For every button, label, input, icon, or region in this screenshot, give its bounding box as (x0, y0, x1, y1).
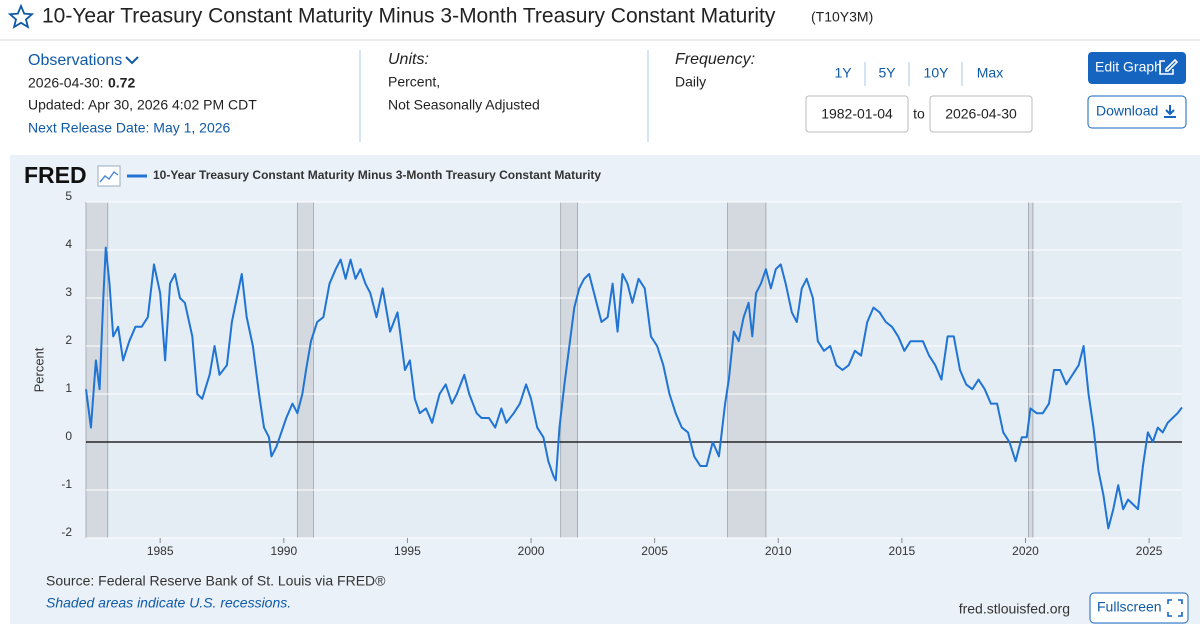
plot: 5 4 3 2 1 0 -1 -2 1985 1990 1995 2000 2005 2010 2015 20… (61, 189, 1183, 558)
fred-logo: FRED (24, 162, 87, 188)
x-tick-label: 1995 (394, 544, 421, 558)
x-tick-label: 1990 (270, 544, 297, 558)
range-button[interactable]: 10Y (924, 65, 950, 81)
x-tick-label: 2005 (641, 544, 668, 558)
range-button[interactable]: 5Y (878, 65, 896, 81)
y-tick-label: -2 (61, 525, 72, 539)
y-tick-label: 1 (65, 381, 72, 395)
x-tick-label: 2015 (889, 544, 916, 558)
x-tick-label: 2020 (1012, 544, 1039, 558)
next-release-link[interactable]: Next Release Date: May 1, 2026 (28, 120, 231, 136)
edit-graph-label: Edit Graph (1095, 59, 1162, 75)
y-axis-label: Percent (31, 347, 46, 392)
y-tick-label: -1 (61, 477, 72, 491)
y-tick-label: 5 (65, 189, 72, 203)
frequency-value: Daily (675, 74, 706, 90)
observations-toggle[interactable]: Observations (28, 52, 122, 69)
data-line (85, 246, 1183, 530)
recession-shade (560, 201, 578, 539)
x-tick-label: 2000 (518, 544, 545, 558)
range-button[interactable]: Max (977, 65, 1003, 81)
x-tick-label: 2025 (1136, 544, 1163, 558)
updated-text: Updated: Apr 30, 2026 4:02 PM CDT (28, 97, 257, 113)
fullscreen-button[interactable] (1089, 592, 1189, 624)
y-tick-label: 4 (65, 237, 72, 251)
range-button[interactable]: 1Y (834, 65, 852, 81)
x-tick-label: 2010 (765, 544, 792, 558)
source-text: Source: Federal Reserve Bank of St. Loui… (46, 573, 386, 589)
units-line: Not Seasonally Adjusted (388, 97, 540, 113)
legend-label: 10-Year Treasury Constant Maturity Minus… (153, 168, 601, 182)
units-label: Units: (388, 51, 429, 68)
fred-url: fred.stlouisfed.org (959, 601, 1070, 617)
recession-shade (727, 201, 767, 539)
download-icon (1164, 105, 1176, 118)
series-id: (T10Y3M) (811, 9, 873, 25)
y-tick-label: 2 (65, 333, 72, 347)
plot-area (86, 202, 1182, 538)
observation-date: 2026-04-30: (28, 75, 104, 91)
logo-icon (97, 165, 121, 187)
to-label: to (913, 106, 925, 122)
observation-value: 0.72 (108, 75, 135, 91)
edit-graph-button[interactable] (1088, 52, 1186, 84)
favorite-star[interactable] (7, 3, 35, 29)
fullscreen-icon (1167, 599, 1183, 617)
chevron-icon[interactable] (125, 56, 139, 65)
start-date-input[interactable] (805, 95, 909, 133)
fullscreen-label: Fullscreen (1097, 599, 1162, 615)
units-line: Percent, (388, 74, 440, 90)
frequency-label: Frequency: (675, 51, 755, 68)
recession-shade (1028, 201, 1034, 539)
end-date-input[interactable] (929, 95, 1033, 133)
range-buttons: 1Y 5Y 10Y Max (834, 65, 1003, 81)
download-button[interactable] (1087, 95, 1187, 129)
series-title: 10-Year Treasury Constant Maturity Minus… (42, 5, 776, 28)
recession-note: Shaded areas indicate U.S. recessions. (46, 595, 291, 611)
end-date: 2026-04-30 (945, 106, 1017, 122)
download-label: Download (1096, 103, 1158, 119)
y-tick-label: 0 (65, 429, 72, 443)
y-tick-label: 3 (65, 285, 72, 299)
edit-icon (1159, 58, 1179, 75)
x-tick-label: 1985 (147, 544, 174, 558)
logo-icon-line (99, 171, 119, 183)
start-date: 1982-01-04 (821, 106, 893, 122)
